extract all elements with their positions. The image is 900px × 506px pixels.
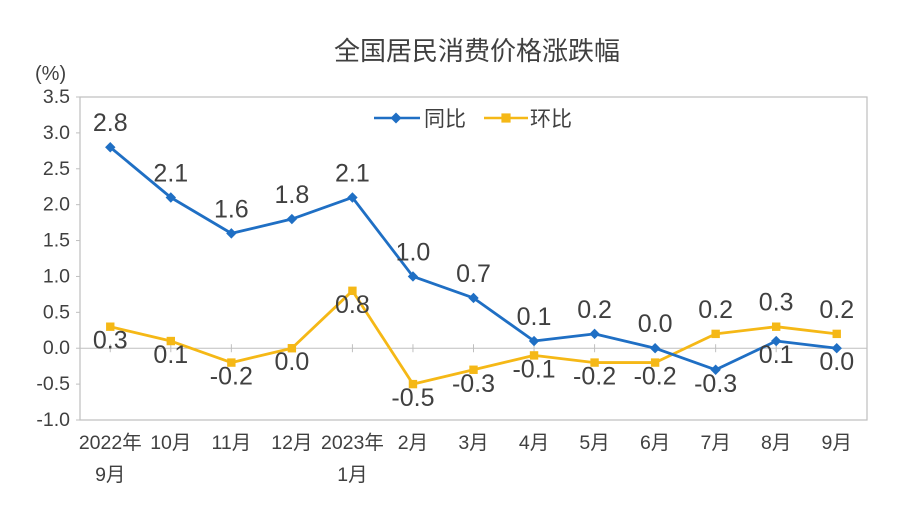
svg-text:0.1: 0.1 <box>759 341 794 369</box>
svg-text:0.3: 0.3 <box>93 327 128 355</box>
svg-text:-0.3: -0.3 <box>694 370 737 398</box>
svg-text:-0.2: -0.2 <box>634 363 677 391</box>
svg-text:-0.2: -0.2 <box>573 363 616 391</box>
svg-text:8月: 8月 <box>761 432 791 454</box>
svg-text:2.5: 2.5 <box>43 158 70 180</box>
svg-text:7月: 7月 <box>700 432 730 454</box>
svg-text:-1.0: -1.0 <box>36 409 70 431</box>
svg-text:0.2: 0.2 <box>577 296 612 324</box>
svg-text:2022年: 2022年 <box>79 432 142 454</box>
svg-text:2月: 2月 <box>398 432 428 454</box>
svg-text:6月: 6月 <box>640 432 670 454</box>
svg-text:-0.2: -0.2 <box>210 363 253 391</box>
svg-text:0.1: 0.1 <box>153 341 188 369</box>
svg-text:0.0: 0.0 <box>638 310 673 338</box>
svg-text:1.5: 1.5 <box>43 230 70 252</box>
svg-text:12月: 12月 <box>271 432 312 454</box>
svg-text:0.1: 0.1 <box>517 303 552 331</box>
svg-text:0.8: 0.8 <box>335 291 370 319</box>
svg-text:-0.5: -0.5 <box>391 384 434 412</box>
svg-text:1.8: 1.8 <box>274 181 309 209</box>
svg-text:4月: 4月 <box>519 432 549 454</box>
svg-text:同比: 同比 <box>424 108 466 131</box>
svg-text:1.0: 1.0 <box>43 265 70 287</box>
svg-text:2.1: 2.1 <box>153 159 188 187</box>
svg-text:1.6: 1.6 <box>214 195 249 223</box>
svg-text:全国居民消费价格涨跌幅: 全国居民消费价格涨跌幅 <box>334 36 620 66</box>
svg-text:9月: 9月 <box>822 432 852 454</box>
svg-text:11月: 11月 <box>211 432 251 454</box>
svg-text:0.0: 0.0 <box>274 348 309 376</box>
svg-text:0.5: 0.5 <box>43 301 70 323</box>
svg-text:1月: 1月 <box>337 464 367 486</box>
svg-text:0.7: 0.7 <box>456 260 491 288</box>
svg-text:环比: 环比 <box>530 108 572 131</box>
svg-text:-0.3: -0.3 <box>452 370 495 398</box>
svg-text:5月: 5月 <box>579 432 609 454</box>
svg-text:1.0: 1.0 <box>396 238 431 266</box>
svg-text:3.0: 3.0 <box>43 122 70 144</box>
svg-text:0.2: 0.2 <box>698 296 733 324</box>
svg-text:0.2: 0.2 <box>819 296 854 324</box>
svg-text:3.5: 3.5 <box>43 86 70 108</box>
svg-text:-0.1: -0.1 <box>512 355 555 383</box>
svg-text:0.3: 0.3 <box>759 289 794 317</box>
svg-text:0.0: 0.0 <box>819 348 854 376</box>
svg-text:0.0: 0.0 <box>43 337 70 359</box>
svg-text:9月: 9月 <box>95 464 125 486</box>
svg-text:3月: 3月 <box>458 432 488 454</box>
svg-text:10月: 10月 <box>150 432 191 454</box>
svg-text:2.1: 2.1 <box>335 159 370 187</box>
svg-text:2.0: 2.0 <box>43 194 70 216</box>
svg-text:2023年: 2023年 <box>321 432 384 454</box>
svg-text:2.8: 2.8 <box>93 109 128 137</box>
svg-text:(%): (%) <box>35 63 66 85</box>
svg-text:-0.5: -0.5 <box>36 373 70 395</box>
